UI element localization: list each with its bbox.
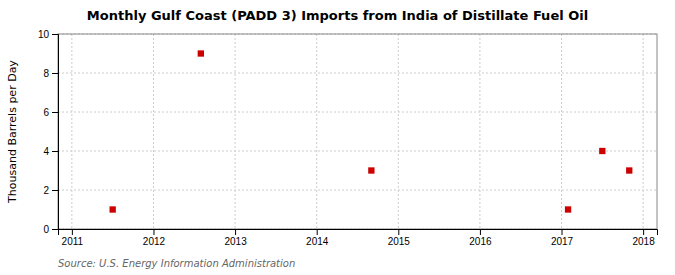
tick-label: 2015 xyxy=(388,236,411,247)
grid-line-x xyxy=(71,34,72,229)
tick-label: 2 xyxy=(43,185,49,196)
grid-line-y xyxy=(58,151,657,152)
point xyxy=(198,50,204,56)
axis-line xyxy=(52,35,59,230)
tick-mark xyxy=(562,229,563,235)
tick: 2018 xyxy=(633,229,656,247)
tick-mark xyxy=(643,229,644,235)
tick-label: 2011 xyxy=(62,236,84,247)
plot-area: 2011 2012 2013 2014 2015 2016 2017 2018 0 2 4 6 8 10 xyxy=(38,29,658,247)
tick: 2015 xyxy=(388,229,411,247)
chart: 2011 2012 2013 2014 2015 2016 2017 2018 0 2 4 6 8 10 M… xyxy=(0,0,675,275)
tick: 10 xyxy=(38,29,58,40)
point xyxy=(110,206,116,212)
grid-line-y xyxy=(58,73,657,74)
tick-label: 2017 xyxy=(551,236,574,247)
grid-line-x xyxy=(561,34,562,229)
tick-mark xyxy=(52,73,58,74)
axis-line xyxy=(59,230,658,236)
tick-mark xyxy=(52,112,58,113)
grid-line-y xyxy=(58,112,657,113)
tick: 2017 xyxy=(551,229,574,247)
tick-mark xyxy=(398,229,399,235)
tick-label: 4 xyxy=(43,146,49,157)
point xyxy=(368,167,374,173)
tick-label: 0 xyxy=(43,224,49,235)
tick-label: 10 xyxy=(38,29,50,40)
tick-label: 8 xyxy=(43,68,49,79)
tick-label: 6 xyxy=(43,107,49,118)
tick: 2012 xyxy=(143,229,166,247)
source: Source: U.S. Energy Information Administ… xyxy=(58,258,295,269)
plot-frame xyxy=(58,34,657,229)
tick-mark xyxy=(153,229,154,235)
title: Monthly Gulf Coast (PADD 3) Imports from… xyxy=(87,8,588,23)
tick-mark xyxy=(52,34,58,35)
grid xyxy=(58,34,657,229)
tick: 2016 xyxy=(469,229,492,247)
grid-line-y xyxy=(58,190,657,191)
points xyxy=(110,50,633,212)
grid-line-x xyxy=(316,34,317,229)
tick-mark xyxy=(72,229,73,235)
y-axis-label: Thousand Barrels per Day xyxy=(6,60,19,204)
tick-label: 2013 xyxy=(224,236,247,247)
tick: 4 xyxy=(43,146,58,157)
tick-label: 2018 xyxy=(633,236,656,247)
grid-line-x xyxy=(643,34,644,229)
point xyxy=(626,167,632,173)
point xyxy=(565,206,571,212)
tick: 6 xyxy=(43,107,58,118)
tick: 2 xyxy=(43,185,58,196)
y-axis: 0 2 4 6 8 10 xyxy=(38,29,59,235)
tick-mark xyxy=(480,229,481,235)
tick-label: 2016 xyxy=(469,236,492,247)
tick: 2011 xyxy=(62,229,84,247)
tick-label: 2012 xyxy=(143,236,166,247)
grid-line-x xyxy=(479,34,480,229)
grid-line-x xyxy=(398,34,399,229)
grid-line-x xyxy=(235,34,236,229)
tick: 8 xyxy=(43,68,58,79)
x-axis: 2011 2012 2013 2014 2015 2016 2017 2018 xyxy=(59,229,658,247)
tick-mark xyxy=(52,151,58,152)
tick-label: 2014 xyxy=(306,236,329,247)
tick-mark xyxy=(235,229,236,235)
tick: 0 xyxy=(43,224,58,235)
point xyxy=(599,148,605,154)
tick-mark xyxy=(52,229,58,230)
tick: 2014 xyxy=(306,229,329,247)
tick-mark xyxy=(317,229,318,235)
grid-line-x xyxy=(153,34,154,229)
tick-mark xyxy=(52,190,58,191)
tick: 2013 xyxy=(224,229,247,247)
